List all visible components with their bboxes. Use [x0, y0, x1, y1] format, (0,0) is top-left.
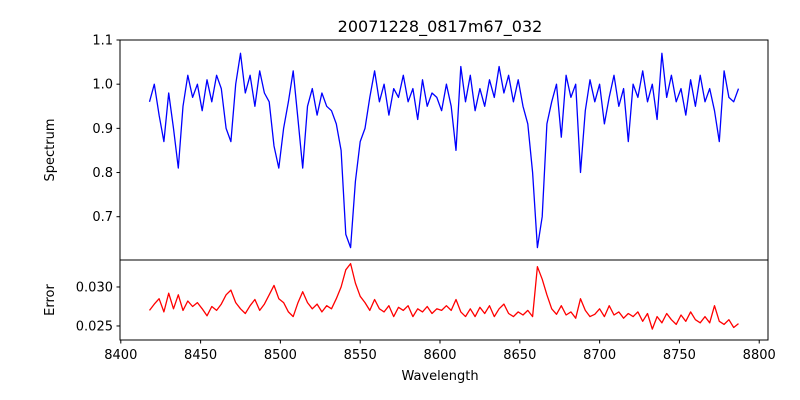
y-tick-label: 0.7: [92, 210, 113, 225]
y-tick-label: 0.9: [92, 122, 113, 137]
x-tick-label: 8750: [663, 348, 696, 363]
y-tick-label: 1.0: [92, 78, 113, 93]
y-tick-label: 1.1: [92, 34, 113, 49]
y-axis-label-error: Error: [43, 284, 58, 316]
error-panel: 0.025 0.030 8400 8450 8500 8550 8600 8650 8700 87…: [76, 259, 776, 363]
x-tick-label: 8800: [743, 348, 776, 363]
y-axis-label-spectrum: Spectrum: [43, 119, 58, 182]
x-tick-label: 8550: [344, 348, 377, 363]
x-tick-label: 8650: [503, 348, 536, 363]
y-tick-label: 0.8: [92, 166, 113, 181]
spectrum-line: [148, 52, 740, 249]
y-tick-label: 0.025: [76, 319, 113, 334]
x-tick-label: 8700: [583, 348, 616, 363]
error-line: [148, 262, 739, 330]
x-tick-label: 8400: [104, 348, 137, 363]
spectrum-panel: 0.7 0.8 0.9 1.0 1.1: [92, 34, 769, 261]
x-tick-label: 8500: [264, 348, 297, 363]
y-tick-label: 0.030: [76, 280, 113, 295]
x-tick-label: 8600: [423, 348, 456, 363]
error-axes-frame: [119, 259, 769, 341]
x-axis-label: Wavelength: [401, 369, 478, 384]
chart-title: 20071228_0817m67_032: [338, 17, 543, 37]
spectrum-axes-frame: [119, 39, 769, 261]
x-tick-label: 8450: [184, 348, 217, 363]
